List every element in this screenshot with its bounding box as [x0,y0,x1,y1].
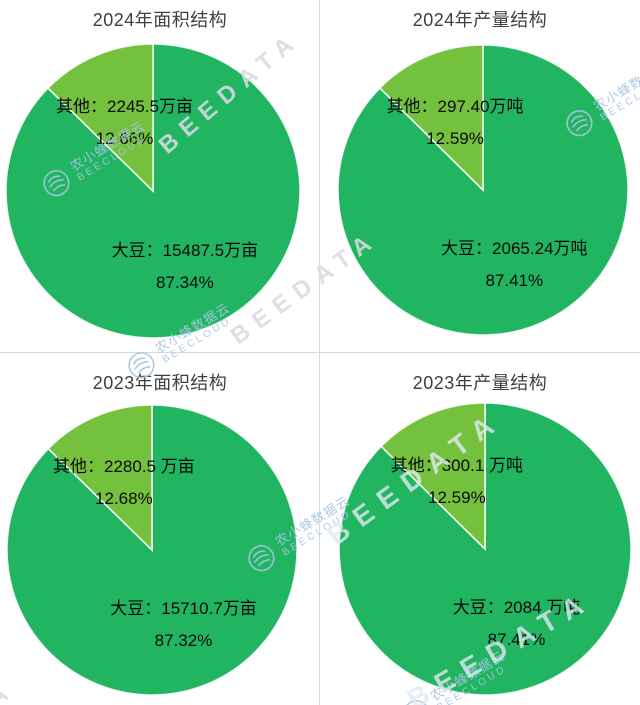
slice-label-name-value: 其他：300.1 万吨 [390,455,523,475]
slice-label-percent: 12.59% [428,487,486,507]
slice-label-other: 其他：297.40万吨 12.59% [387,91,524,155]
slice-label-percent: 12.68% [95,489,153,509]
slice-label-percent: 12.66% [95,129,154,149]
slice-label-name-value: 大豆：15487.5万亩 [111,240,259,260]
slice-label-percent: 87.32% [154,630,213,650]
pie-slice-other[interactable] [46,43,154,193]
chart-2024-output: 2024年产量结构 大豆：2065.24万吨 87.41% 其他：297.40万吨 1… [320,0,640,352]
chart-2023-area: 2023年面积结构 大豆：15710.7万亩 87.32% 其他：2280.5 万亩… [0,352,320,705]
slice-label-other: 其他：2245.5万亩 12.66% [56,91,193,155]
pie-svg [338,402,632,696]
pie-svg [337,44,629,336]
slice-label-name-value: 其他：2245.5万亩 [56,97,194,117]
pie-svg [5,43,301,339]
slice-label-other: 其他：300.1 万吨 12.59% [391,450,523,514]
slice-label-name-value: 其他：297.40万吨 [386,97,524,117]
slice-label-percent: 87.34% [156,272,214,292]
chart-title-2023-area: 2023年面积结构 [92,373,228,393]
slice-label-name-value: 大豆：2065.24万吨 [441,238,588,258]
slice-label-name-value: 大豆：2084 万吨 [452,598,581,618]
pie-svg [6,404,298,696]
pie-slice-other[interactable] [47,404,153,552]
chart-2023-output: 2023年产量结构 大豆：2084 万吨 87.41% 其他：300.1 万吨 12.… [320,352,640,705]
pie-slice-other[interactable] [380,402,486,551]
slice-label-soybean: 大豆：15710.7万亩 87.32% [110,593,256,657]
slice-label-soybean: 大豆：2084 万吨 87.41% [453,592,581,656]
slice-label-soybean: 大豆：15487.5万亩 87.34% [112,235,258,299]
divider-horizontal [0,352,640,353]
slice-label-soybean: 大豆：2065.24万吨 87.41% [441,233,587,297]
chart-title-2024-output: 2024年产量结构 [412,10,548,30]
slice-label-percent: 12.59% [426,129,484,149]
slice-label-percent: 87.41% [487,630,546,650]
slice-label-name-value: 其他：2280.5 万亩 [53,457,195,477]
chart-2024-area: 2024年面积结构 大豆：15487.5万亩 87.34% 其他：2245.5万亩 1… [0,0,320,352]
chart-title-2023-output: 2023年产量结构 [412,373,548,393]
chart-title-2024-area: 2024年面积结构 [92,10,228,30]
slice-label-other: 其他：2280.5 万亩 12.68% [53,451,195,515]
slice-label-percent: 87.41% [485,270,544,290]
slice-label-name-value: 大豆：15710.7万亩 [110,598,257,618]
pie-slice-other[interactable] [378,44,484,192]
